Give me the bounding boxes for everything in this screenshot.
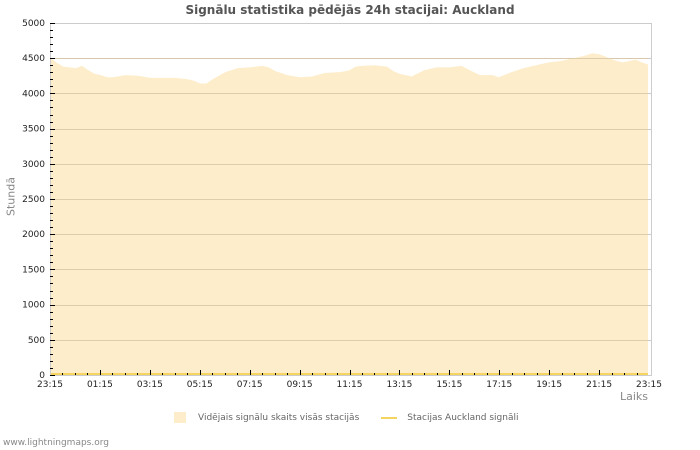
legend: Vidējais signālu skaits visās stacijās S… xyxy=(174,412,541,423)
average-signals-area xyxy=(51,53,648,376)
svg-text:1500: 1500 xyxy=(22,265,45,275)
footer-source: www.lightningmaps.org xyxy=(3,438,109,448)
svg-text:21:15: 21:15 xyxy=(586,380,612,390)
svg-text:3000: 3000 xyxy=(22,160,45,170)
svg-text:23:15: 23:15 xyxy=(636,380,662,390)
svg-text:4500: 4500 xyxy=(22,54,45,64)
legend-label-average: Vidējais signālu skaits visās stacijās xyxy=(198,412,360,423)
y-axis-label: Stundā xyxy=(4,177,18,216)
svg-text:07:15: 07:15 xyxy=(237,380,263,390)
svg-text:3500: 3500 xyxy=(22,125,45,135)
legend-item-station[interactable]: Stacijas Auckland signāli xyxy=(381,412,519,423)
svg-text:23:15: 23:15 xyxy=(37,380,63,390)
svg-text:13:15: 13:15 xyxy=(386,380,412,390)
svg-text:4000: 4000 xyxy=(22,89,45,99)
area-swatch-icon xyxy=(174,412,186,423)
chart-title: Signālu statistika pēdējās 24h stacijai:… xyxy=(185,3,515,17)
svg-text:500: 500 xyxy=(28,336,45,346)
svg-text:1000: 1000 xyxy=(22,301,45,311)
line-swatch-icon xyxy=(381,416,398,419)
chart-plot-area: 0 500 1000 1500 2000 2500 3000 3500 4000 4500 5000… xyxy=(22,19,662,390)
svg-text:5000: 5000 xyxy=(22,19,45,29)
svg-text:03:15: 03:15 xyxy=(137,380,163,390)
svg-text:0: 0 xyxy=(39,371,45,381)
y-axis-ticks: 0 500 1000 1500 2000 2500 3000 3500 4000 4500 5000 xyxy=(22,19,55,381)
legend-item-average[interactable]: Vidējais signālu skaits visās stacijās xyxy=(174,412,359,423)
x-axis-ticks: 23:15 01:15 03:15 05:15 07:15 09:15 11:15 13:15… xyxy=(37,370,662,390)
svg-text:19:15: 19:15 xyxy=(536,380,562,390)
svg-text:01:15: 01:15 xyxy=(87,380,113,390)
svg-text:17:15: 17:15 xyxy=(486,380,512,390)
svg-text:15:15: 15:15 xyxy=(436,380,462,390)
legend-label-station: Stacijas Auckland signāli xyxy=(407,412,519,423)
svg-text:2000: 2000 xyxy=(22,230,45,240)
svg-text:05:15: 05:15 xyxy=(187,380,213,390)
x-axis-label: Laiks xyxy=(619,390,648,403)
svg-text:2500: 2500 xyxy=(22,195,45,205)
svg-text:09:15: 09:15 xyxy=(287,380,313,390)
svg-text:11:15: 11:15 xyxy=(337,380,363,390)
